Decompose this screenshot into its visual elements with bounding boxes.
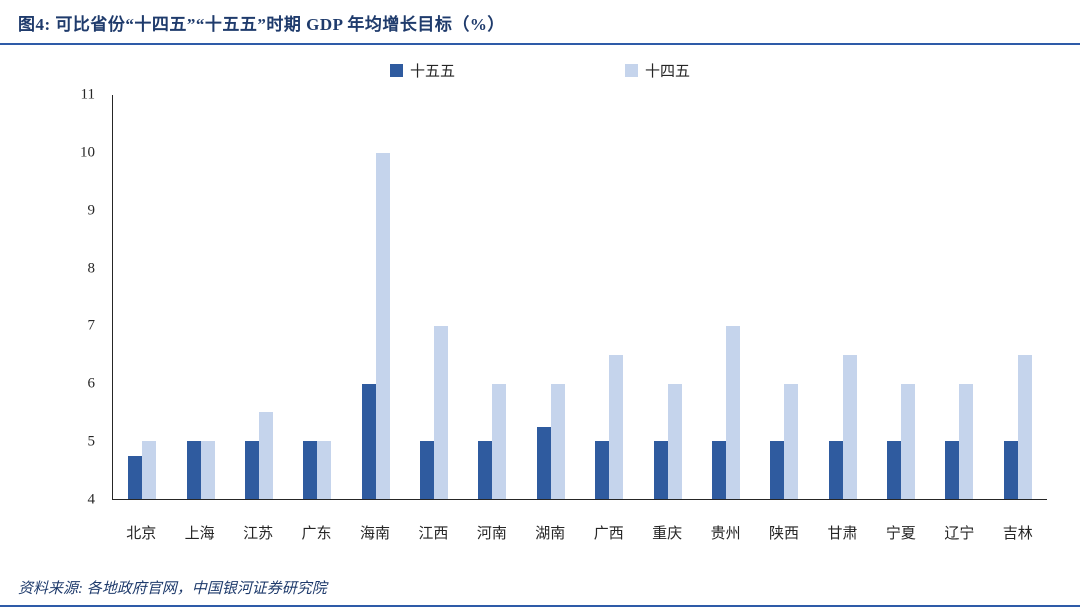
legend-label: 十四五 <box>645 64 691 80</box>
chart-title: 图4: 可比省份“十四五”“十五五”时期 GDP 年均增长目标（%） <box>18 15 505 34</box>
x-axis-label: 海南 <box>359 526 390 542</box>
x-axis-label: 陕西 <box>769 526 800 542</box>
legend-swatch-icon <box>389 64 403 77</box>
bar-十四五 <box>550 383 565 499</box>
legend-label: 十五五 <box>409 64 455 80</box>
x-axis-label: 甘肃 <box>827 526 858 542</box>
bar-group <box>288 95 346 499</box>
bar-十四五 <box>375 152 390 499</box>
x-axis-labels: 北京 上海 江苏 广东 海南 江西 河南 湖南 广西 重庆 贵州 陕西 甘肃 宁夏 辽宁 吉林 <box>112 522 1047 543</box>
x-axis-label: 吉林 <box>1002 526 1033 542</box>
bar-group <box>814 95 872 499</box>
x-axis-label: 广西 <box>593 526 624 542</box>
bar-十四五 <box>258 412 273 499</box>
y-tick-label: 11 <box>80 86 95 103</box>
y-tick-label: 5 <box>87 433 96 450</box>
bar-十四五 <box>1017 354 1032 499</box>
bar-十五五 <box>595 441 610 499</box>
bar-十五五 <box>653 441 668 499</box>
x-axis-label: 重庆 <box>652 526 683 542</box>
bar-group <box>522 95 580 499</box>
bar-十四五 <box>959 383 974 499</box>
bar-十四五 <box>784 383 799 499</box>
bar-十四五 <box>434 325 449 499</box>
bar-十五五 <box>303 441 318 499</box>
bar-十四五 <box>200 441 215 499</box>
bar-十五五 <box>244 441 259 499</box>
bar-group <box>113 95 171 499</box>
x-axis-label: 宁夏 <box>885 526 916 542</box>
bar-十五五 <box>420 441 435 499</box>
bar-十五五 <box>945 441 960 499</box>
x-axis-label: 湖南 <box>535 526 566 542</box>
bar-十四五 <box>317 441 332 499</box>
bar-group <box>989 95 1047 499</box>
x-axis-label: 广东 <box>301 526 332 542</box>
bar-group <box>405 95 463 499</box>
bar-十四五 <box>842 354 857 499</box>
bar-group <box>638 95 696 499</box>
bar-group <box>463 95 521 499</box>
bar-group <box>930 95 988 499</box>
bar-十五五 <box>828 441 843 499</box>
bar-十五五 <box>711 441 726 499</box>
bar-十五五 <box>128 455 143 499</box>
bar-十五五 <box>478 441 493 499</box>
bar-十四五 <box>492 383 507 499</box>
x-axis-label: 贵州 <box>710 526 741 542</box>
bar-group <box>755 95 813 499</box>
y-tick-label: 4 <box>87 491 96 508</box>
legend: 十五五 十四五 <box>0 60 1080 81</box>
x-axis-label: 河南 <box>476 526 507 542</box>
bottom-divider <box>0 605 1080 607</box>
bar-十四五 <box>901 383 916 499</box>
bar-group <box>230 95 288 499</box>
x-axis-label: 辽宁 <box>944 526 975 542</box>
y-tick-label: 8 <box>87 260 96 277</box>
bar-十五五 <box>186 441 201 499</box>
title-divider <box>0 43 1080 45</box>
y-tick-label: 10 <box>80 144 95 161</box>
legend-item: 十五五 <box>389 60 455 81</box>
legend-item: 十四五 <box>625 60 690 81</box>
bar-十五五 <box>536 426 551 499</box>
bar-group <box>347 95 405 499</box>
x-axis-label: 江苏 <box>243 526 274 542</box>
x-axis-label: 北京 <box>126 526 157 542</box>
y-tick-label: 9 <box>87 202 96 219</box>
bar-group <box>697 95 755 499</box>
bar-group <box>171 95 229 499</box>
x-axis-label: 江西 <box>418 526 449 542</box>
bar-十四五 <box>142 441 157 499</box>
legend-swatch-icon <box>625 64 638 77</box>
bar-group <box>580 95 638 499</box>
y-axis: 4 5 6 7 8 9 10 11 <box>55 87 105 508</box>
bar-十五五 <box>770 441 785 499</box>
bar-十五五 <box>887 441 902 499</box>
y-tick-label: 6 <box>87 375 96 392</box>
bar-十四五 <box>667 383 682 499</box>
bar-十五五 <box>361 383 376 499</box>
plot-area <box>112 95 1047 500</box>
bar-十四五 <box>725 325 740 499</box>
bar-十五五 <box>1003 441 1018 499</box>
bar-十四五 <box>609 354 624 499</box>
bar-group <box>872 95 930 499</box>
x-axis-label: 上海 <box>184 526 215 542</box>
source-note: 资料来源: 各地政府官网，中国银河证券研究院 <box>18 581 327 597</box>
y-tick-label: 7 <box>87 317 96 334</box>
